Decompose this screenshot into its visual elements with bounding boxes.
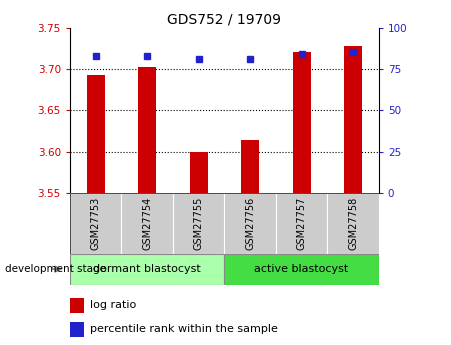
Text: active blastocyst: active blastocyst (254, 264, 349, 274)
Bar (293, 52, 311, 193)
Text: GSM27758: GSM27758 (348, 197, 358, 250)
Bar (70, 322, 84, 337)
Bar (224, 193, 276, 254)
Text: dormant blastocyst: dormant blastocyst (93, 264, 201, 274)
Bar (344, 46, 362, 193)
Bar (189, 152, 207, 193)
Text: GSM27753: GSM27753 (91, 197, 101, 250)
Text: log ratio: log ratio (90, 300, 136, 310)
Bar (241, 140, 259, 193)
Text: percentile rank within the sample: percentile rank within the sample (90, 325, 278, 334)
Bar (87, 75, 105, 193)
Bar (70, 193, 121, 254)
Title: GDS752 / 19709: GDS752 / 19709 (167, 12, 281, 27)
Bar (173, 193, 224, 254)
Bar (121, 193, 173, 254)
Bar (327, 193, 379, 254)
Bar (276, 193, 327, 254)
Text: GSM27754: GSM27754 (142, 197, 152, 250)
Bar (70, 298, 84, 313)
Text: GSM27756: GSM27756 (245, 197, 255, 250)
Text: GSM27757: GSM27757 (297, 197, 307, 250)
Bar (70, 254, 224, 285)
Bar (138, 67, 156, 193)
Text: development stage: development stage (5, 264, 106, 274)
Text: GSM27755: GSM27755 (193, 197, 204, 250)
Bar (224, 254, 379, 285)
